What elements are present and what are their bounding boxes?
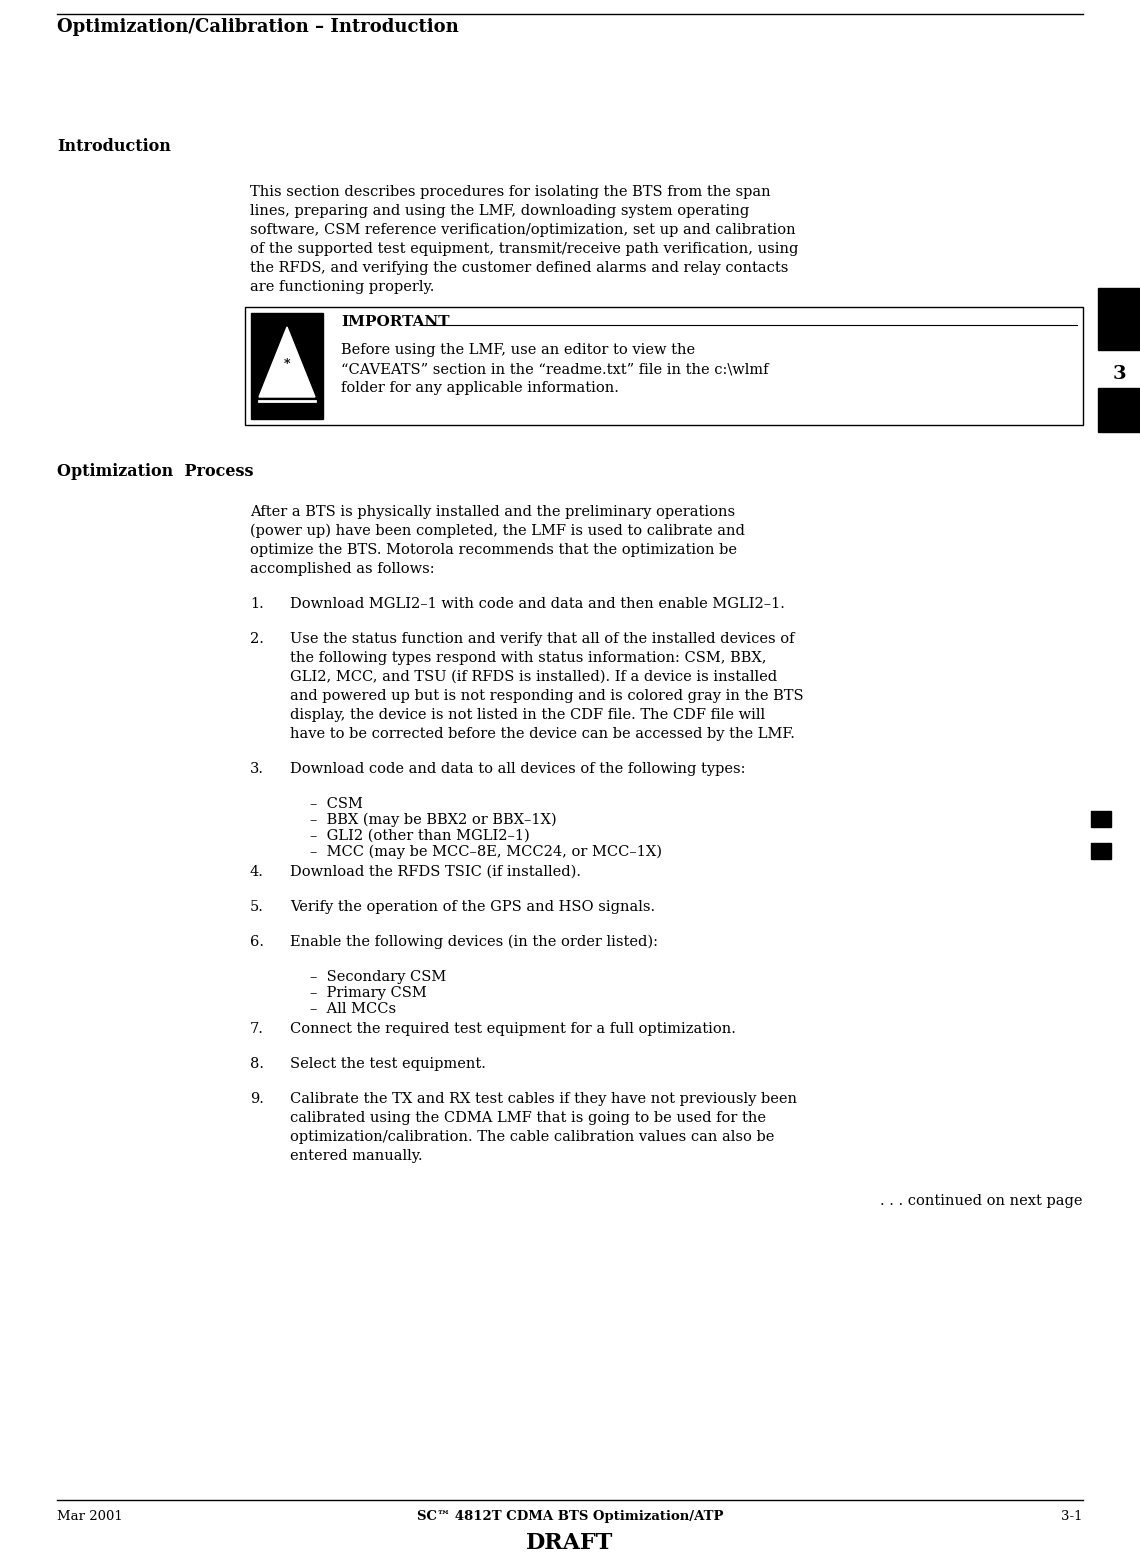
- Text: 4.: 4.: [250, 866, 263, 880]
- Text: –  MCC (may be MCC–8E, MCC24, or MCC–1X): – MCC (may be MCC–8E, MCC24, or MCC–1X): [310, 845, 662, 859]
- Text: Use the status function and verify that all of the installed devices of: Use the status function and verify that …: [290, 632, 795, 646]
- Text: . . . continued on next page: . . . continued on next page: [880, 1194, 1083, 1208]
- Text: have to be corrected before the device can be accessed by the LMF.: have to be corrected before the device c…: [290, 727, 795, 741]
- Text: 6.: 6.: [250, 936, 264, 950]
- Text: Optimization/Calibration – Introduction: Optimization/Calibration – Introduction: [57, 19, 458, 36]
- Text: –  Secondary CSM: – Secondary CSM: [310, 970, 446, 984]
- Bar: [1098, 288, 1140, 350]
- Text: After a BTS is physically installed and the preliminary operations: After a BTS is physically installed and …: [250, 504, 735, 518]
- Text: 7.: 7.: [250, 1021, 263, 1035]
- Text: 8.: 8.: [250, 1057, 264, 1071]
- Text: –  Primary CSM: – Primary CSM: [310, 986, 426, 1000]
- Bar: [1091, 842, 1112, 859]
- Text: Enable the following devices (in the order listed):: Enable the following devices (in the ord…: [290, 936, 658, 950]
- Text: Download code and data to all devices of the following types:: Download code and data to all devices of…: [290, 761, 746, 775]
- Text: IMPORTANT: IMPORTANT: [341, 315, 449, 329]
- Text: calibrated using the CDMA LMF that is going to be used for the: calibrated using the CDMA LMF that is go…: [290, 1112, 766, 1126]
- Text: 3.: 3.: [250, 761, 264, 775]
- Text: Mar 2001: Mar 2001: [57, 1510, 123, 1523]
- Text: software, CSM reference verification/optimization, set up and calibration: software, CSM reference verification/opt…: [250, 223, 796, 237]
- Polygon shape: [259, 327, 315, 397]
- Text: lines, preparing and using the LMF, downloading system operating: lines, preparing and using the LMF, down…: [250, 204, 749, 218]
- Text: of the supported test equipment, transmit/receive path verification, using: of the supported test equipment, transmi…: [250, 241, 798, 255]
- Text: Verify the operation of the GPS and HSO signals.: Verify the operation of the GPS and HSO …: [290, 900, 656, 914]
- Text: Download MGLI2–1 with code and data and then enable MGLI2–1.: Download MGLI2–1 with code and data and …: [290, 596, 784, 610]
- Text: 2.: 2.: [250, 632, 263, 646]
- Text: folder for any applicable information.: folder for any applicable information.: [341, 381, 619, 395]
- Text: Select the test equipment.: Select the test equipment.: [290, 1057, 486, 1071]
- Text: 9.: 9.: [250, 1091, 263, 1105]
- Text: This section describes procedures for isolating the BTS from the span: This section describes procedures for is…: [250, 185, 771, 199]
- Text: 1.: 1.: [250, 596, 263, 610]
- Text: “CAVEATS” section in the “readme.txt” file in the c:\wlmf: “CAVEATS” section in the “readme.txt” fi…: [341, 361, 768, 375]
- Bar: [245, 307, 1083, 425]
- Text: GLI2, MCC, and TSU (if RFDS is installed). If a device is installed: GLI2, MCC, and TSU (if RFDS is installed…: [290, 670, 777, 684]
- Text: *: *: [284, 358, 291, 371]
- Text: –  All MCCs: – All MCCs: [310, 1003, 396, 1017]
- Text: (power up) have been completed, the LMF is used to calibrate and: (power up) have been completed, the LMF …: [250, 525, 744, 539]
- Text: Before using the LMF, use an editor to view the: Before using the LMF, use an editor to v…: [341, 343, 695, 357]
- Text: entered manually.: entered manually.: [290, 1149, 423, 1163]
- Text: –  BBX (may be BBX2 or BBX–1X): – BBX (may be BBX2 or BBX–1X): [310, 813, 556, 827]
- Text: 3-1: 3-1: [1061, 1510, 1083, 1523]
- Text: the following types respond with status information: CSM, BBX,: the following types respond with status …: [290, 651, 766, 665]
- Text: 5.: 5.: [250, 900, 263, 914]
- Text: –  GLI2 (other than MGLI2–1): – GLI2 (other than MGLI2–1): [310, 828, 530, 842]
- Text: –  CSM: – CSM: [310, 797, 363, 811]
- Text: Optimization  Process: Optimization Process: [57, 462, 253, 480]
- Text: Connect the required test equipment for a full optimization.: Connect the required test equipment for …: [290, 1021, 736, 1035]
- Text: Calibrate the TX and RX test cables if they have not previously been: Calibrate the TX and RX test cables if t…: [290, 1091, 797, 1105]
- Bar: [251, 313, 323, 419]
- Text: optimize the BTS. Motorola recommends that the optimization be: optimize the BTS. Motorola recommends th…: [250, 543, 736, 557]
- Text: optimization/calibration. The cable calibration values can also be: optimization/calibration. The cable cali…: [290, 1130, 774, 1144]
- Text: and powered up but is not responding and is colored gray in the BTS: and powered up but is not responding and…: [290, 690, 804, 704]
- Text: 3: 3: [1113, 364, 1126, 383]
- Text: the RFDS, and verifying the customer defined alarms and relay contacts: the RFDS, and verifying the customer def…: [250, 262, 789, 276]
- Bar: [1098, 388, 1140, 431]
- Text: accomplished as follows:: accomplished as follows:: [250, 562, 434, 576]
- Text: display, the device is not listed in the CDF file. The CDF file will: display, the device is not listed in the…: [290, 708, 765, 722]
- Text: are functioning properly.: are functioning properly.: [250, 280, 434, 294]
- Text: Download the RFDS TSIC (if installed).: Download the RFDS TSIC (if installed).: [290, 866, 581, 880]
- Text: Introduction: Introduction: [57, 139, 171, 156]
- Bar: [1091, 811, 1112, 827]
- Text: SC™ 4812T CDMA BTS Optimization/ATP: SC™ 4812T CDMA BTS Optimization/ATP: [417, 1510, 723, 1523]
- Text: DRAFT: DRAFT: [527, 1532, 613, 1554]
